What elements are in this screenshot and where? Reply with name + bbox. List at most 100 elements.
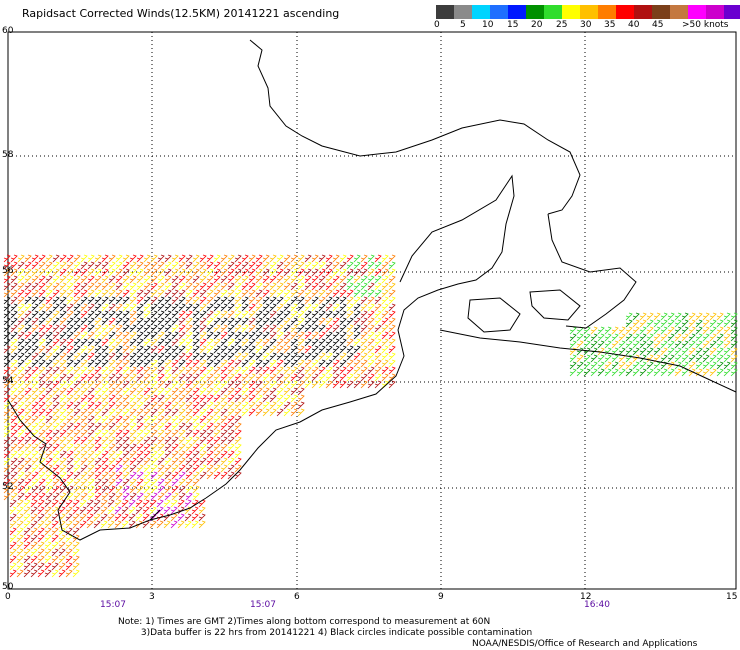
wind-barb bbox=[290, 366, 298, 375]
wind-barb bbox=[185, 268, 193, 277]
wind-barb bbox=[38, 345, 46, 354]
wind-speed-color-scale bbox=[436, 5, 740, 19]
wind-barb bbox=[94, 436, 102, 445]
wind-barb bbox=[9, 520, 17, 529]
wind-barb bbox=[31, 317, 39, 326]
wind-barb bbox=[24, 478, 32, 487]
wind-barb bbox=[23, 499, 31, 508]
wind-barb bbox=[185, 443, 193, 452]
color-swatch bbox=[652, 5, 670, 19]
wind-barb bbox=[213, 345, 221, 354]
wind-barb bbox=[290, 352, 298, 361]
wind-barb bbox=[164, 261, 172, 270]
wind-barb bbox=[80, 492, 88, 501]
wind-barb bbox=[569, 326, 577, 335]
wind-barb bbox=[192, 296, 200, 305]
wind-barb bbox=[150, 345, 158, 354]
wind-barb bbox=[150, 373, 158, 382]
wind-barb bbox=[730, 361, 738, 370]
wind-barb bbox=[178, 394, 186, 403]
wind-barb bbox=[674, 354, 682, 363]
wind-barb bbox=[269, 310, 277, 319]
wind-barb bbox=[220, 464, 228, 473]
wind-barb bbox=[94, 478, 102, 487]
wind-barb bbox=[108, 282, 116, 291]
wind-barb bbox=[702, 361, 710, 370]
wind-barb bbox=[255, 303, 263, 312]
wind-barb bbox=[38, 275, 46, 284]
wind-barb bbox=[59, 408, 67, 417]
wind-barb bbox=[73, 450, 81, 459]
wind-barb bbox=[24, 303, 32, 312]
wind-barb bbox=[65, 520, 73, 529]
wind-barb bbox=[136, 303, 144, 312]
wind-barb bbox=[16, 499, 24, 508]
wind-barb bbox=[16, 555, 24, 564]
wind-barb bbox=[150, 366, 158, 375]
wind-barb bbox=[72, 562, 80, 571]
wind-barb bbox=[51, 555, 59, 564]
wind-barb bbox=[9, 541, 17, 550]
wind-barb bbox=[65, 555, 73, 564]
wind-barb bbox=[206, 331, 214, 340]
wind-barb bbox=[73, 324, 81, 333]
wind-barb bbox=[87, 380, 95, 389]
wind-barb bbox=[3, 254, 11, 263]
wind-barb bbox=[101, 261, 109, 270]
wind-barb bbox=[646, 368, 654, 377]
wind-barb bbox=[129, 345, 137, 354]
wind-barb bbox=[290, 387, 298, 396]
wind-barb bbox=[122, 261, 130, 270]
wind-barb bbox=[164, 331, 172, 340]
wind-barb bbox=[248, 338, 256, 347]
wind-barb bbox=[185, 408, 193, 417]
wind-barb bbox=[234, 471, 242, 480]
wind-barb bbox=[283, 408, 291, 417]
wind-barb bbox=[185, 366, 193, 375]
wind-barb bbox=[269, 296, 277, 305]
wind-barb bbox=[150, 478, 158, 487]
wind-barb bbox=[17, 366, 25, 375]
wind-barb bbox=[325, 268, 333, 277]
wind-barb bbox=[283, 380, 291, 389]
wind-barb bbox=[38, 464, 46, 473]
wind-barb bbox=[681, 361, 689, 370]
wind-barb bbox=[38, 338, 46, 347]
wind-barb bbox=[276, 254, 284, 263]
wind-barb bbox=[31, 282, 39, 291]
wind-barb bbox=[73, 331, 81, 340]
wind-barb bbox=[73, 429, 81, 438]
wind-barb bbox=[51, 548, 59, 557]
wind-barb bbox=[346, 303, 354, 312]
wind-barb bbox=[136, 401, 144, 410]
wind-barb bbox=[339, 331, 347, 340]
wind-barb bbox=[101, 450, 109, 459]
wind-barb bbox=[297, 373, 305, 382]
wind-barb bbox=[653, 312, 661, 321]
wind-barb bbox=[178, 457, 186, 466]
wind-barb bbox=[381, 296, 389, 305]
wind-barb bbox=[136, 317, 144, 326]
wind-barb bbox=[37, 513, 45, 522]
wind-barb bbox=[702, 340, 710, 349]
wind-barb bbox=[150, 457, 158, 466]
wind-barb bbox=[52, 492, 60, 501]
wind-barb bbox=[199, 296, 207, 305]
wind-barb bbox=[325, 254, 333, 263]
wind-barb bbox=[51, 513, 59, 522]
wind-barb bbox=[695, 361, 703, 370]
wind-barb bbox=[10, 310, 18, 319]
wind-barb bbox=[304, 324, 312, 333]
wind-barb bbox=[290, 380, 298, 389]
wind-barb bbox=[290, 254, 298, 263]
wind-barb bbox=[87, 275, 95, 284]
wind-barb bbox=[38, 450, 46, 459]
wind-barb bbox=[255, 289, 263, 298]
wind-barb bbox=[94, 338, 102, 347]
wind-barb bbox=[24, 338, 32, 347]
wind-barb bbox=[122, 450, 130, 459]
wind-barb bbox=[346, 275, 354, 284]
wind-barb bbox=[171, 303, 179, 312]
wind-barb bbox=[122, 345, 130, 354]
wind-barb bbox=[374, 366, 382, 375]
